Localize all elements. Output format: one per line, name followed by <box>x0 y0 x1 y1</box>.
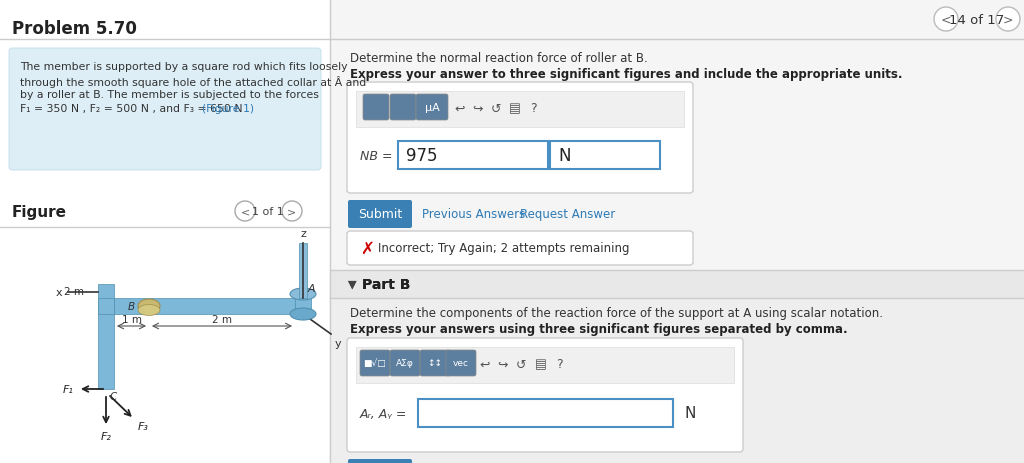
Text: <: < <box>941 13 951 26</box>
Bar <box>98 284 114 389</box>
Text: B: B <box>128 301 135 311</box>
Text: N: N <box>558 147 570 165</box>
Text: ?: ? <box>529 102 537 115</box>
Bar <box>330 0 1024 463</box>
Circle shape <box>234 201 255 221</box>
Text: ▼: ▼ <box>348 279 356 289</box>
Bar <box>330 270 1024 463</box>
Text: 1 m: 1 m <box>122 314 141 324</box>
Bar <box>299 244 307 298</box>
Text: ↕↕: ↕↕ <box>427 359 442 368</box>
Text: ?: ? <box>556 358 562 371</box>
Text: F₁ = 350 N , F₂ = 500 N , and F₃ = 650 N .: F₁ = 350 N , F₂ = 500 N , and F₃ = 650 N… <box>20 104 253 114</box>
Text: N: N <box>685 406 696 420</box>
FancyBboxPatch shape <box>347 338 743 452</box>
Bar <box>356 347 734 383</box>
Text: Aᵣ, Aᵧ =: Aᵣ, Aᵧ = <box>360 407 408 420</box>
Ellipse shape <box>138 300 160 313</box>
Text: Figure: Figure <box>12 205 67 219</box>
Text: ↺: ↺ <box>516 358 526 371</box>
Text: vec: vec <box>453 359 469 368</box>
Text: >: > <box>288 206 297 217</box>
Text: Problem 5.70: Problem 5.70 <box>12 20 137 38</box>
Text: through the smooth square hole of the attached collar at Â and: through the smooth square hole of the at… <box>20 76 367 88</box>
Text: A: A <box>308 283 315 294</box>
Text: Determine the normal reaction force of roller at B.: Determine the normal reaction force of r… <box>350 52 648 65</box>
Text: ▤: ▤ <box>536 358 547 371</box>
Text: ✗: ✗ <box>360 239 374 257</box>
Text: ■√□: ■√□ <box>364 359 386 368</box>
Bar <box>0 0 330 463</box>
Bar <box>330 270 1024 298</box>
Text: Determine the components of the reaction force of the support at A using scalar : Determine the components of the reaction… <box>350 307 883 319</box>
FancyBboxPatch shape <box>390 350 420 376</box>
Text: ▤: ▤ <box>509 102 521 115</box>
FancyBboxPatch shape <box>347 232 693 265</box>
Text: ↺: ↺ <box>490 102 502 115</box>
Text: F₂: F₂ <box>100 431 112 441</box>
Text: ▼: ▼ <box>348 279 356 289</box>
Text: ↩: ↩ <box>480 358 490 371</box>
Ellipse shape <box>290 308 316 320</box>
Bar <box>550 142 660 169</box>
Text: μA: μA <box>425 103 439 113</box>
FancyBboxPatch shape <box>362 95 389 121</box>
Circle shape <box>996 8 1020 32</box>
Circle shape <box>282 201 302 221</box>
Text: F₁: F₁ <box>63 384 74 394</box>
Text: 1 of 1: 1 of 1 <box>252 206 284 217</box>
Ellipse shape <box>290 288 316 300</box>
FancyBboxPatch shape <box>446 350 476 376</box>
Text: Incorrect; Try Again; 2 attempts remaining: Incorrect; Try Again; 2 attempts remaini… <box>378 242 630 255</box>
Text: <: < <box>241 206 250 217</box>
Text: ΑΣφ: ΑΣφ <box>396 359 414 368</box>
Text: 2 m: 2 m <box>212 314 232 324</box>
Bar <box>114 298 295 314</box>
Text: Express your answers using three significant figures separated by comma.: Express your answers using three signifi… <box>350 322 848 335</box>
Bar <box>398 142 548 169</box>
Text: C: C <box>110 391 118 401</box>
FancyBboxPatch shape <box>9 49 321 171</box>
FancyBboxPatch shape <box>420 350 450 376</box>
Text: F₃: F₃ <box>138 421 148 431</box>
FancyBboxPatch shape <box>390 95 416 121</box>
Bar <box>418 399 673 427</box>
Text: Part B: Part B <box>362 277 411 291</box>
Bar <box>98 298 114 314</box>
Text: 975: 975 <box>406 147 437 165</box>
Text: >: > <box>1002 13 1014 26</box>
FancyBboxPatch shape <box>360 350 390 376</box>
Text: (Figure 1): (Figure 1) <box>202 104 254 114</box>
FancyBboxPatch shape <box>347 83 693 194</box>
Text: Part B: Part B <box>362 277 411 291</box>
Text: 14 of 17: 14 of 17 <box>949 13 1005 26</box>
Bar <box>295 294 311 314</box>
Text: Previous Answers: Previous Answers <box>422 208 525 221</box>
Text: NB =: NB = <box>360 150 392 163</box>
Text: The member is supported by a square rod which fits loosely: The member is supported by a square rod … <box>20 62 347 72</box>
Text: y: y <box>335 338 342 348</box>
Text: Express your answer to three significant figures and include the appropriate uni: Express your answer to three significant… <box>350 68 902 81</box>
Text: z: z <box>300 229 306 238</box>
Text: ↪: ↪ <box>498 358 508 371</box>
Text: x: x <box>55 288 62 297</box>
Text: ↪: ↪ <box>473 102 483 115</box>
Circle shape <box>934 8 958 32</box>
Text: by a roller at B. The member is subjected to the forces: by a roller at B. The member is subjecte… <box>20 90 318 100</box>
Bar <box>356 92 684 128</box>
FancyBboxPatch shape <box>416 95 449 121</box>
Text: 2 m: 2 m <box>63 287 84 296</box>
Text: Request Answer: Request Answer <box>520 208 615 221</box>
Ellipse shape <box>138 305 160 316</box>
Text: Submit: Submit <box>357 208 402 221</box>
Text: ↩: ↩ <box>455 102 465 115</box>
FancyBboxPatch shape <box>348 200 412 229</box>
FancyBboxPatch shape <box>348 459 412 463</box>
